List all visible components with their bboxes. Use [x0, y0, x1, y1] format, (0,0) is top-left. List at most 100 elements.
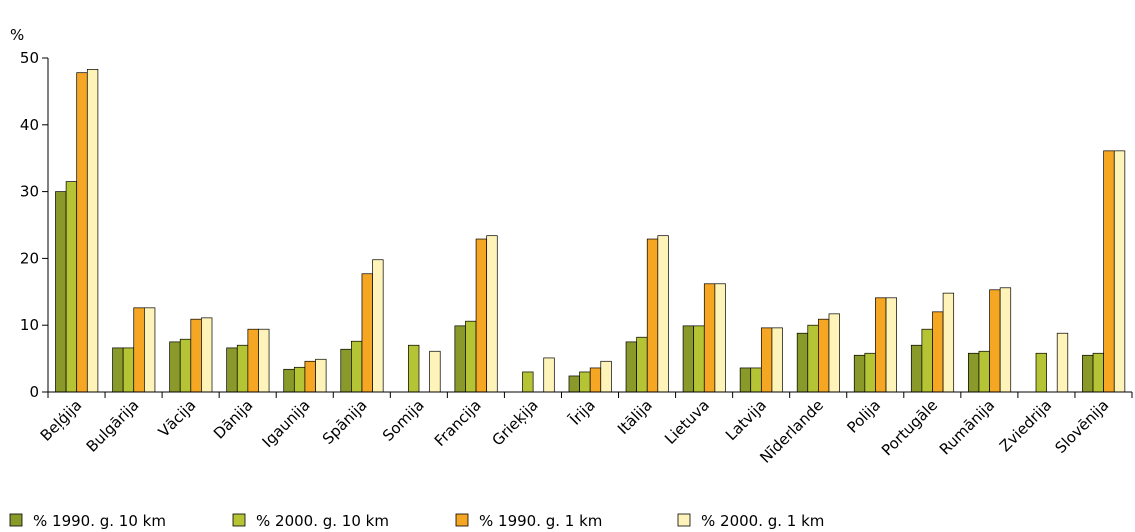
- bar: [293, 366, 306, 393]
- bar: [429, 350, 441, 393]
- bar: [875, 297, 887, 393]
- legend-swatch: [232, 513, 246, 527]
- bar: [201, 317, 213, 393]
- bar: [796, 332, 809, 393]
- bar: [122, 347, 135, 393]
- bar: [693, 325, 705, 393]
- x-tick-label: Spānija: [319, 396, 371, 448]
- x-tick-label: Francija: [431, 396, 485, 450]
- bar: [714, 283, 726, 393]
- x-tick-label: Zviedrija: [996, 396, 1055, 455]
- bar: [625, 341, 637, 393]
- bar: [1092, 352, 1104, 393]
- bar: [340, 348, 352, 393]
- bar: [283, 368, 295, 393]
- axes: [47, 58, 1132, 393]
- bar: [657, 235, 669, 393]
- bar: [646, 238, 659, 393]
- bar: [579, 371, 591, 393]
- bar: [807, 324, 819, 393]
- y-tick-label: 30: [20, 183, 39, 201]
- legend-label: % 1990. g. 10 km: [33, 512, 166, 530]
- x-tick-label: Portugāle: [878, 396, 941, 459]
- bar: [169, 341, 181, 393]
- y-tick-label: 50: [20, 49, 39, 67]
- legend-swatch: [677, 513, 691, 527]
- bar: [112, 347, 124, 393]
- bar: [636, 336, 648, 393]
- x-tick-label: Vācija: [155, 396, 200, 441]
- x-tick-label: Rumānija: [936, 396, 998, 458]
- y-tick-label: 40: [20, 116, 39, 134]
- legend-label: % 1990. g. 1 km: [479, 512, 602, 530]
- bar: [682, 325, 695, 393]
- bar: [932, 311, 944, 393]
- legend-label: % 2000. g. 1 km: [701, 512, 824, 530]
- bar: [179, 338, 192, 393]
- bar: [600, 360, 612, 393]
- y-axis-unit-label: %: [10, 26, 24, 44]
- bar: [885, 297, 897, 393]
- bar: [226, 347, 238, 393]
- bar: [522, 371, 534, 393]
- x-tick-label: Dānija: [210, 396, 257, 443]
- bar: [978, 350, 990, 393]
- bar: [1056, 332, 1069, 393]
- bar: [351, 340, 363, 393]
- bar: [910, 344, 923, 393]
- bar: [475, 238, 488, 393]
- bar: [1035, 352, 1047, 393]
- bar: [921, 328, 933, 393]
- x-tick-label: Itālija: [614, 396, 656, 438]
- x-tick-label: Beļģija: [37, 396, 86, 445]
- bar: [258, 328, 270, 393]
- legend-swatch: [455, 513, 469, 527]
- y-tick-label: 20: [20, 249, 39, 267]
- x-tick-label: Polija: [844, 396, 885, 437]
- bar: [543, 357, 555, 393]
- bar: [771, 327, 783, 393]
- bar: [750, 367, 762, 393]
- bar: [818, 318, 830, 393]
- bar: [967, 352, 980, 393]
- y-tick-label: 0: [29, 383, 39, 401]
- x-tick-label: Slovēnija: [1051, 396, 1112, 457]
- y-tick-label: 10: [20, 316, 39, 334]
- legend-swatch: [9, 513, 23, 527]
- legend-label: % 2000. g. 10 km: [256, 512, 389, 530]
- bar: [86, 69, 99, 393]
- x-tick-label: Grieķija: [488, 396, 541, 449]
- x-tick-label: Lietuva: [661, 396, 713, 448]
- bar: [465, 320, 477, 393]
- x-tick-label: Igaunija: [259, 396, 314, 451]
- bar: [408, 344, 420, 393]
- legend: % 1990. g. 10 km % 2000. g. 10 km % 1990. …: [9, 512, 824, 530]
- bar: [999, 287, 1012, 393]
- bar: [133, 307, 145, 393]
- bar: [989, 289, 1001, 393]
- bar: [486, 235, 498, 393]
- bar: [236, 344, 249, 393]
- bar: [454, 325, 466, 393]
- bar: [304, 360, 316, 393]
- y-axis-ticks: 0 10 20 30 40 50: [20, 49, 48, 401]
- bar: [55, 191, 67, 393]
- bar: [190, 318, 202, 393]
- bar: [315, 358, 327, 393]
- bar: [760, 327, 773, 393]
- bar: [589, 367, 602, 393]
- bar: [739, 367, 752, 393]
- bar: [361, 273, 373, 393]
- bar: [568, 375, 580, 393]
- bar: [853, 354, 866, 393]
- bars-group: [55, 69, 1126, 393]
- bar: [76, 72, 88, 393]
- bar: [703, 283, 716, 393]
- bar: [1103, 150, 1115, 393]
- bar: [942, 292, 955, 393]
- x-tick-label: Īrija: [566, 396, 599, 429]
- bar: [828, 313, 840, 393]
- bar: [1113, 150, 1126, 393]
